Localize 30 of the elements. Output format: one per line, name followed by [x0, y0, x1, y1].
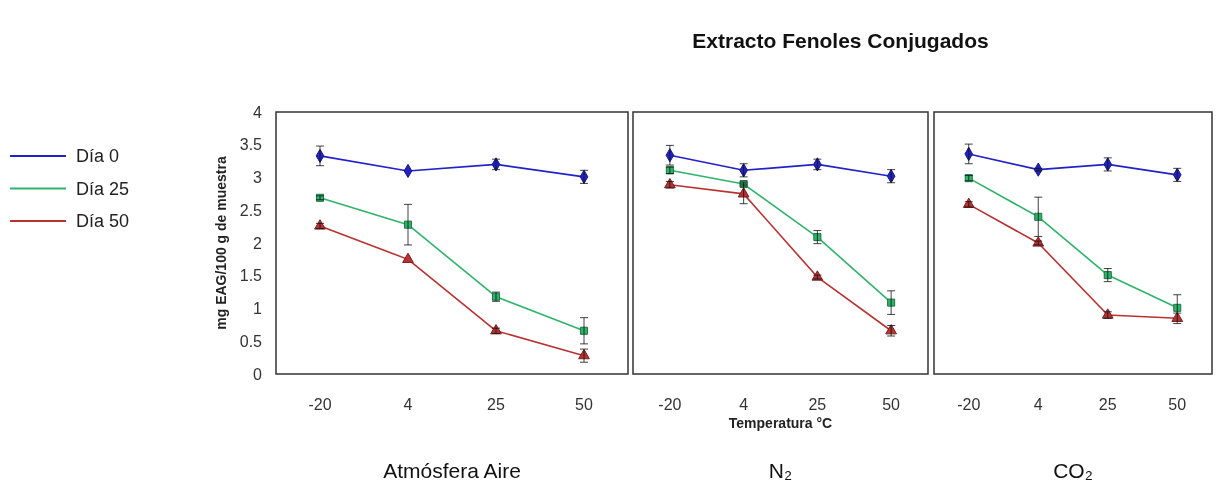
x-tick-label: 25: [1098, 396, 1117, 413]
y-axis-title: mg EAG/100 g de muestra: [213, 156, 229, 330]
y-tick-label: 2: [253, 234, 263, 252]
y-tick-label: 1: [253, 300, 263, 318]
x-tick-label: 50: [1168, 396, 1187, 413]
x-tick-label: -20: [658, 396, 682, 413]
y-tick-label: 4: [253, 103, 263, 121]
y-tick-label: 2.5: [239, 201, 263, 219]
text: N₂: [768, 459, 793, 482]
x-tick-label: 4: [739, 396, 749, 413]
x-axis-title: Temperatura °C: [728, 415, 833, 431]
x-tick-label: 25: [808, 396, 827, 413]
text: CO₂: [1053, 459, 1093, 482]
y-tick-label: 3.5: [239, 136, 263, 154]
x-tick-label: -20: [308, 396, 332, 413]
x-tick-label: -20: [957, 396, 981, 413]
x-tick-label: 50: [882, 396, 901, 413]
chart-title: Extracto Fenoles Conjugados: [692, 29, 989, 52]
y-tick-label: 0.5: [239, 332, 263, 350]
y-tick-label: 3: [253, 169, 263, 187]
legend-label: Día 25: [76, 178, 130, 199]
y-tick-label: 1.5: [239, 267, 263, 285]
x-tick-label: 4: [1033, 396, 1043, 413]
legend-label: Día 0: [76, 146, 120, 167]
x-tick-label: 25: [487, 396, 505, 413]
y-tick-label: 0: [253, 365, 263, 383]
legend-label: Día 50: [76, 211, 130, 232]
text: Atmósfera Aire: [383, 459, 521, 482]
x-tick-label: 4: [403, 396, 413, 413]
x-tick-label: 50: [575, 396, 593, 413]
